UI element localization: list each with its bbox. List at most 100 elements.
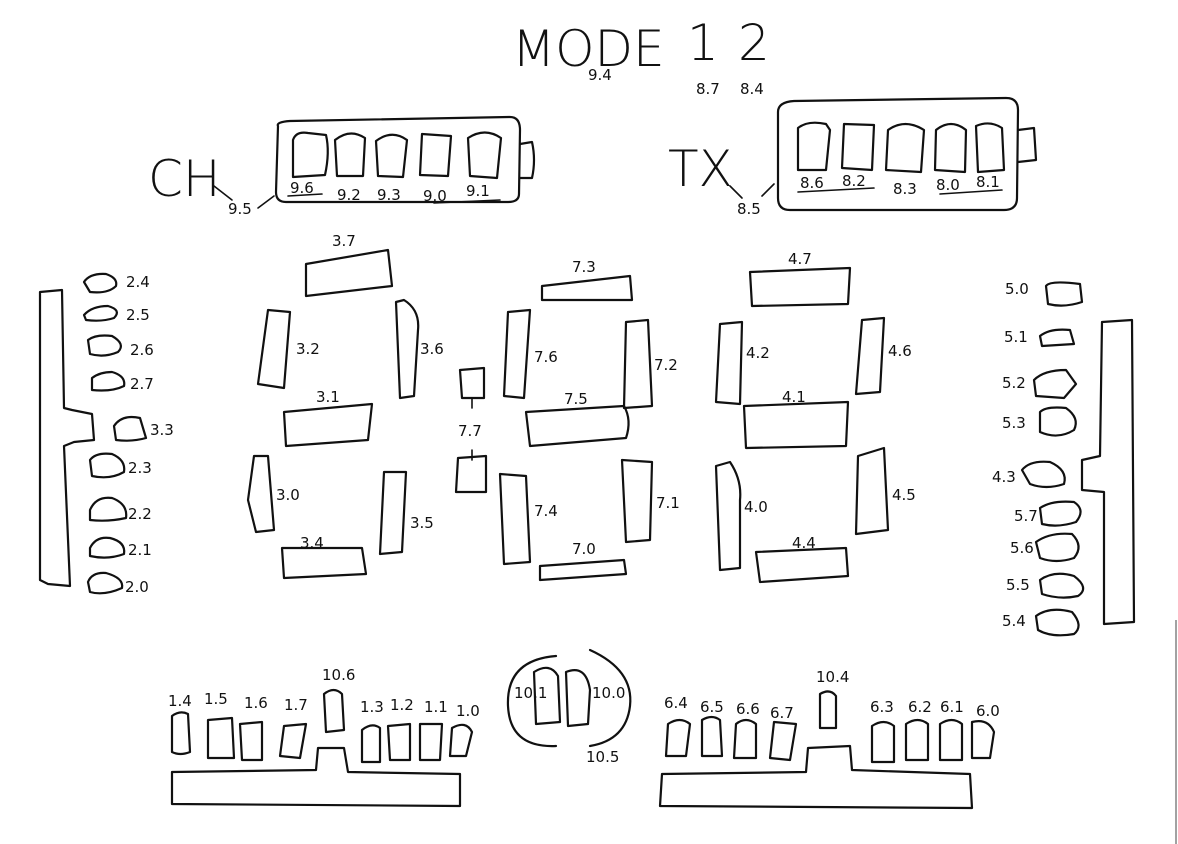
mode-1-id: 8.7	[696, 80, 720, 98]
digit-1-seg-d-id: 3.4	[300, 534, 324, 552]
digit-2-seg-e	[498, 472, 532, 566]
ch-cell-5-id: 9.1	[466, 182, 490, 200]
digit-3-seg-g-id: 4.1	[782, 388, 806, 406]
mode-2-id: 8.4	[740, 80, 764, 98]
left-cell-9-id: 2.0	[125, 578, 149, 596]
left-cell-6	[88, 452, 126, 479]
left-cell-1-id: 2.4	[126, 273, 150, 291]
colon-dot-bottom	[454, 454, 488, 494]
right-cell-2	[1038, 328, 1076, 348]
bottom-left-cell-7	[418, 722, 444, 762]
ch-label: CH	[148, 150, 221, 208]
right-cell-5	[1020, 460, 1066, 489]
bottom-right-cell-6-id: 6.2	[908, 698, 932, 716]
digit-1-seg-g-id: 3.1	[316, 388, 340, 406]
bottom-right-cell-5-id: 6.3	[870, 698, 894, 716]
right-cell-1	[1044, 281, 1084, 307]
center-bottom-id: 10.5	[586, 748, 619, 766]
digit-1-seg-c-id: 3.5	[410, 514, 434, 532]
bottom-left-cell-8	[448, 723, 474, 758]
bottom-left-cell-1	[170, 711, 192, 756]
center-left-arc-id: 10.1	[514, 684, 547, 702]
bottom-left-cell-3	[238, 720, 264, 762]
digit-1-seg-c	[378, 470, 408, 556]
left-cell-2	[82, 304, 118, 322]
right-column: 5.0 5.1 5.2 5.3 4.3 5.7 5.6 5.5 5.4	[992, 280, 1136, 637]
digit-3: 4.7 4.2 4.6 4.1 4.0 4.5 4.4	[714, 250, 916, 584]
digit-2-seg-a	[540, 274, 634, 302]
digit-1-seg-b-id: 3.6	[420, 340, 444, 358]
ch-cell-2-id: 9.2	[337, 186, 361, 204]
right-cell-7	[1034, 532, 1080, 563]
digit-2-seg-e-id: 7.4	[534, 502, 558, 520]
right-cell-1-id: 5.0	[1005, 280, 1029, 298]
tx-cell-2	[840, 122, 876, 172]
bottom-right-top-cell-id: 10.4	[816, 668, 849, 686]
digit-1-seg-a-id: 3.7	[332, 232, 356, 250]
tx-cell-4	[933, 122, 968, 174]
left-cell-7-id: 2.2	[128, 505, 152, 523]
left-cell-4	[90, 370, 126, 392]
center-left-arc	[506, 654, 558, 748]
bottom-left-cell-6	[386, 722, 412, 762]
digit-1-seg-e	[246, 454, 276, 534]
ch-cell-4	[418, 132, 453, 178]
bottom-right-cell-2	[700, 715, 724, 758]
center-right-arc	[588, 648, 632, 748]
digit-2-seg-a-id: 7.3	[572, 258, 596, 276]
bottom-right-cell-4	[768, 720, 798, 762]
ch-cell-5	[466, 131, 503, 180]
tx-cell-5	[974, 122, 1006, 174]
digit-3-seg-f	[714, 320, 744, 406]
left-cell-1	[82, 272, 118, 294]
left-cell-9	[86, 571, 124, 595]
tx-cell-1	[796, 121, 832, 172]
digit-1-seg-g	[282, 402, 374, 448]
bottom-left-bar-frame	[170, 746, 462, 808]
tx-block: TX 8.5 8.6 8.2 8.3 8.0 8.1	[668, 96, 1038, 218]
digit-2-seg-b	[622, 318, 654, 410]
bottom-right-cell-7	[938, 718, 964, 762]
ch-cell-3-id: 9.3	[377, 186, 401, 204]
mode-label: MODE	[512, 20, 665, 78]
digit-3-seg-b-id: 4.6	[888, 342, 912, 360]
digit-1-seg-f-id: 3.2	[296, 340, 320, 358]
center-right-seg	[564, 669, 592, 728]
ch-cell-4-id: 9.0	[423, 187, 447, 205]
digit-3-seg-g	[742, 400, 850, 450]
left-cell-7	[88, 496, 128, 522]
right-cell-7-id: 5.6	[1010, 539, 1034, 557]
digit-2-seg-b-id: 7.2	[654, 356, 678, 374]
ch-cell-1	[291, 131, 329, 179]
tx-display-frame	[776, 96, 1020, 212]
tx-label: TX	[668, 140, 733, 198]
center-right-arc-id: 10.0	[592, 684, 625, 702]
ch-cell-1-id: 9.6	[290, 179, 314, 197]
digit-2-seg-d	[538, 558, 628, 582]
ch-cell-3	[374, 133, 409, 179]
mode-2-label: 2	[738, 14, 770, 72]
tx-cell-2-id: 8.2	[842, 172, 866, 190]
ch-label-id: 9.5	[228, 200, 252, 218]
digit-3-seg-c	[854, 446, 890, 536]
digit-2-seg-c	[620, 458, 654, 544]
tx-cell-5-id: 8.1	[976, 173, 1000, 191]
bottom-left-cell-8-id: 1.0	[456, 702, 480, 720]
bottom-left-cell-2-id: 1.5	[204, 690, 228, 708]
tx-cell-3-id: 8.3	[893, 180, 917, 198]
digit-3-seg-e	[714, 460, 742, 572]
bottom-left-bar: 1.4 1.5 1.6 1.7 10.6 1.3 1.2 1.1 1.0	[168, 666, 480, 808]
bottom-left-cell-7-id: 1.1	[424, 698, 448, 716]
digit-2-seg-c-id: 7.1	[656, 494, 680, 512]
bottom-right-bar: 6.4 6.5 6.6 6.7 10.4 6.3 6.2 6.1 6.0	[658, 668, 1000, 810]
digit-2-seg-f-id: 7.6	[534, 348, 558, 366]
bottom-right-cell-8	[970, 720, 996, 760]
left-column-frame	[38, 288, 96, 588]
right-cell-6-id: 5.7	[1014, 507, 1038, 525]
left-cell-4-id: 2.7	[130, 375, 154, 393]
tx-cell-4-id: 8.0	[936, 176, 960, 194]
bottom-left-cell-5	[360, 724, 382, 764]
tx-cell-3	[884, 122, 926, 174]
ch-battery-tip	[518, 140, 536, 180]
